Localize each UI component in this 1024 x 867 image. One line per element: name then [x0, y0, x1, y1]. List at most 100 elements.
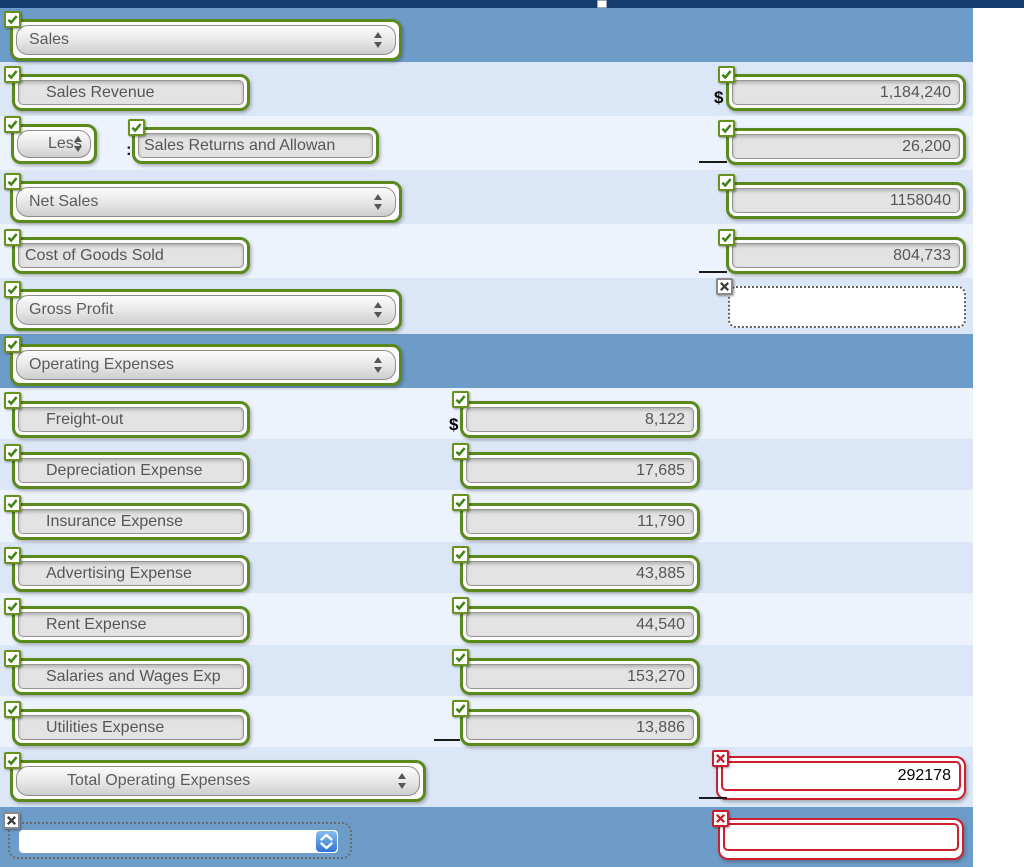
- insurance-label-group: Insurance Expense: [12, 503, 250, 540]
- correct-indicator: [4, 229, 21, 246]
- correct-indicator: [4, 701, 21, 718]
- net-sales-value-group: 1158040: [726, 182, 966, 219]
- freight-out-label-input[interactable]: Freight-out: [18, 407, 244, 432]
- sales-returns-label-input[interactable]: Sales Returns and Allowan: [138, 133, 373, 158]
- dollar-sign: $: [449, 415, 459, 434]
- utilities-value-input[interactable]: 13,886: [466, 715, 694, 740]
- footer-value-input[interactable]: [723, 823, 959, 851]
- net-sales-value: 1158040: [889, 192, 951, 209]
- advertising-value-group: 43,885: [460, 555, 700, 592]
- utilities-label-input[interactable]: Utilities Expense: [18, 715, 244, 740]
- gross-profit-value-input[interactable]: [728, 286, 966, 328]
- sales-returns-label-group: Sales Returns and Allowan: [132, 127, 379, 164]
- sales-returns-label: Sales Returns and Allowan: [144, 137, 336, 154]
- freight-out-value-input[interactable]: 8,122: [466, 407, 694, 432]
- correct-indicator: [4, 752, 21, 769]
- correct-indicator: [4, 650, 21, 667]
- rent-label-input[interactable]: Rent Expense: [18, 612, 244, 637]
- chevron-up-down-icon: [320, 833, 333, 850]
- gross-profit-select[interactable]: Gross Profit: [16, 295, 396, 325]
- rent-value: 44,540: [636, 616, 685, 633]
- advertising-label: Advertising Expense: [46, 565, 192, 582]
- sales-returns-value: 26,200: [902, 138, 951, 155]
- salaries-value-input[interactable]: 153,270: [466, 664, 694, 689]
- footer-select-group: [8, 822, 352, 859]
- freight-out-label: Freight-out: [46, 411, 124, 428]
- total-opex-value: 292178: [897, 767, 951, 784]
- freight-out-label-group: Freight-out: [12, 401, 250, 438]
- correct-indicator: [4, 116, 21, 133]
- utilities-label: Utilities Expense: [46, 719, 165, 736]
- sales-revenue-value-input[interactable]: 1,184,240: [732, 80, 960, 105]
- less-select[interactable]: Less: [17, 130, 91, 158]
- top-navy-bar: [0, 0, 1024, 8]
- insurance-value: 11,790: [637, 513, 685, 530]
- select-spinner-icon: [74, 136, 83, 152]
- subtraction-underline: [699, 797, 727, 799]
- advertising-label-group: Advertising Expense: [12, 555, 250, 592]
- correct-indicator: [4, 173, 21, 190]
- correct-indicator: [452, 649, 469, 666]
- depreciation-label-input[interactable]: Depreciation Expense: [18, 458, 244, 483]
- rent-value-input[interactable]: 44,540: [466, 612, 694, 637]
- select-chevron-button[interactable]: [316, 831, 337, 852]
- gross-profit-select-value: Gross Profit: [29, 301, 114, 318]
- depreciation-label-group: Depreciation Expense: [12, 452, 250, 489]
- correct-indicator: [452, 443, 469, 460]
- depreciation-value-group: 17,685: [460, 452, 700, 489]
- cogs-value: 804,733: [893, 247, 951, 264]
- correct-indicator: [4, 281, 21, 298]
- depreciation-value-input[interactable]: 17,685: [466, 458, 694, 483]
- correct-indicator: [4, 444, 21, 461]
- correct-indicator: [4, 598, 21, 615]
- select-spinner-icon: [374, 194, 383, 210]
- less-select-group: Less: [11, 124, 97, 164]
- salaries-label-group: Salaries and Wages Exp: [12, 658, 250, 695]
- insurance-label-input[interactable]: Insurance Expense: [18, 509, 244, 534]
- insurance-label: Insurance Expense: [46, 513, 183, 530]
- cogs-label: Cost of Goods Sold: [25, 247, 164, 264]
- advertising-label-input[interactable]: Advertising Expense: [18, 561, 244, 586]
- net-sales-value-input[interactable]: 1158040: [732, 188, 960, 213]
- sales-revenue-value: 1,184,240: [879, 84, 951, 101]
- sales-revenue-label-input[interactable]: Sales Revenue: [18, 80, 244, 105]
- net-sales-select[interactable]: Net Sales: [16, 187, 396, 217]
- cogs-label-input[interactable]: Cost of Goods Sold: [18, 243, 244, 268]
- total-opex-select[interactable]: Total Operating Expenses: [16, 766, 420, 796]
- opex-section-select[interactable]: Operating Expenses: [16, 350, 396, 380]
- sales-returns-value-input[interactable]: 26,200: [732, 134, 960, 159]
- footer-value-group: [718, 818, 964, 860]
- utilities-value: 13,886: [636, 719, 685, 736]
- salaries-label: Salaries and Wages Exp: [46, 668, 221, 685]
- rent-value-group: 44,540: [460, 606, 700, 643]
- insurance-value-input[interactable]: 11,790: [466, 509, 694, 534]
- sales-revenue-label-group: Sales Revenue: [12, 74, 250, 111]
- correct-indicator: [4, 11, 21, 28]
- correct-indicator: [718, 120, 735, 137]
- select-spinner-icon: [374, 357, 383, 373]
- sales-section-select[interactable]: Sales: [16, 25, 396, 55]
- total-opex-value-group: 292178: [716, 756, 966, 800]
- correct-indicator: [4, 66, 21, 83]
- salaries-label-input[interactable]: Salaries and Wages Exp: [18, 664, 244, 689]
- incorrect-indicator: [716, 278, 733, 295]
- advertising-value: 43,885: [636, 565, 685, 582]
- insurance-value-group: 11,790: [460, 503, 700, 540]
- correct-indicator: [452, 546, 469, 563]
- opex-section-select-value: Operating Expenses: [29, 356, 174, 373]
- total-opex-value-input[interactable]: 292178: [721, 761, 961, 791]
- freight-out-value: 8,122: [644, 411, 685, 428]
- advertising-value-input[interactable]: 43,885: [466, 561, 694, 586]
- correct-indicator: [4, 336, 21, 353]
- footer-account-select[interactable]: [19, 830, 338, 853]
- cogs-value-input[interactable]: 804,733: [732, 243, 960, 268]
- cogs-label-group: Cost of Goods Sold: [12, 237, 250, 274]
- correct-indicator: [4, 495, 21, 512]
- salaries-value-group: 153,270: [460, 658, 700, 695]
- rent-label: Rent Expense: [46, 616, 147, 633]
- less-select-value: Less: [48, 135, 82, 152]
- correct-indicator: [452, 700, 469, 717]
- sales-revenue-label: Sales Revenue: [46, 84, 155, 101]
- sales-section-select-value: Sales: [29, 31, 70, 48]
